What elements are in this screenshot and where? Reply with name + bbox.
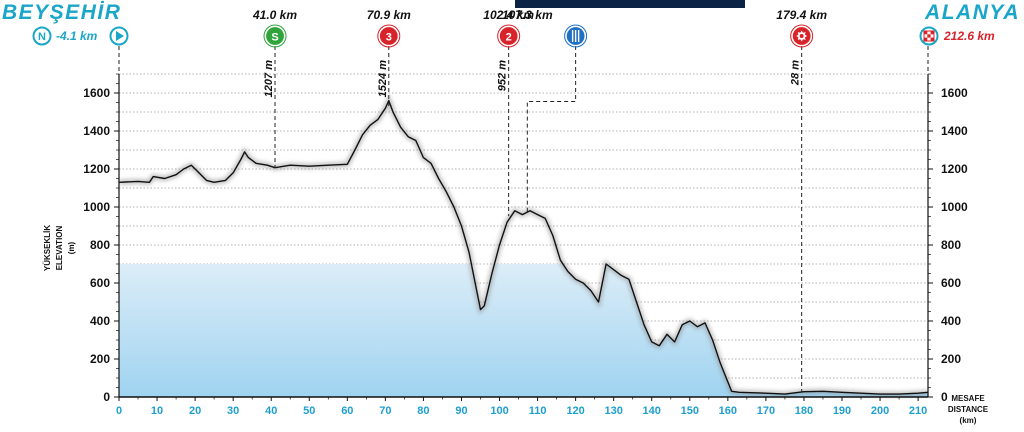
checkpoint-climb: 70.9 km 1524 m 3 <box>367 8 411 108</box>
x-tick-label: 150 <box>681 405 699 417</box>
y-axis-title-line-2: ELEVATION <box>55 225 64 270</box>
y-tick-label-right: 1400 <box>941 124 968 138</box>
y-tick-label-left: 600 <box>90 276 110 290</box>
y-tick-label-left: 1400 <box>83 124 110 138</box>
checkpoint-km-label: 107.3 km <box>502 8 553 22</box>
bonus-burst-center <box>799 34 804 38</box>
checkpoint-climb: 102.4 km 952 m 2 <box>483 8 534 217</box>
x-tick-label: 60 <box>341 405 353 417</box>
sprint-icon-ring <box>263 24 287 48</box>
y-tick-label-right: 800 <box>941 238 961 252</box>
checkpoint-km-label: 70.9 km <box>367 8 411 22</box>
finish-distance: 212.6 km <box>943 29 995 43</box>
finish-city: ALANYA <box>924 1 1020 24</box>
x-tick-label: 110 <box>529 405 547 417</box>
x-tick-label: 40 <box>265 405 277 417</box>
x-tick-label: 190 <box>833 405 851 417</box>
climb-icon-ring <box>377 24 401 48</box>
checkpoint-symbol: 2 <box>506 32 512 44</box>
x-tick-label: 90 <box>455 405 467 417</box>
checkpoint-leader <box>526 46 577 215</box>
start-north-icon: N <box>32 26 52 46</box>
x-tick-label: 100 <box>490 405 508 417</box>
x-tick-label: 130 <box>605 405 623 417</box>
elevation-line <box>118 99 929 395</box>
checkpoint-bonus: 179.4 km 28 m <box>776 8 827 392</box>
x-tick-label: 210 <box>909 405 927 417</box>
y-axis-title-line-1: YÜKSEKLİK <box>43 225 52 271</box>
checkpoints: 41.0 km 1207 m S 70.9 km 1524 m 3 102.4 km 952 … <box>252 8 827 392</box>
checkpoint-elevation-label: 1207 m <box>263 60 275 98</box>
checkpoint-km-label: 179.4 km <box>776 8 827 22</box>
checkpoint-symbol: 3 <box>386 32 392 44</box>
header-strip <box>515 0 745 8</box>
x-tick-label: 70 <box>379 405 391 417</box>
checkpoint-elevation-label: 28 m <box>790 60 802 86</box>
y-tick-label-left: 200 <box>90 352 110 366</box>
y-tick-label-right: 600 <box>941 276 961 290</box>
sprint-icon <box>264 25 286 47</box>
x-tick-label: 140 <box>643 405 661 417</box>
low-elevation-band <box>119 264 928 397</box>
x-tick-label: 80 <box>417 405 429 417</box>
svg-text:N: N <box>38 31 46 43</box>
x-tick-label: 160 <box>719 405 737 417</box>
y-tick-label-right: 0 <box>941 390 948 404</box>
y-axis-title: YÜKSEKLİK ELEVATION (m) <box>43 225 76 271</box>
finish-flag-icon <box>919 26 939 46</box>
x-tick-label: 0 <box>116 405 122 417</box>
start-play-icon <box>109 26 129 46</box>
start-city: BEYŞEHİR <box>2 1 121 24</box>
x-tick-label: 180 <box>795 405 813 417</box>
x-axis-title: MESAFE DISTANCE (km) <box>948 394 989 425</box>
y-axis-title-line-3: (m) <box>67 241 76 254</box>
bonus-icon-ring <box>790 24 814 48</box>
x-tick-label: 20 <box>189 405 201 417</box>
checkpoint-elevation-label: 952 m <box>497 60 509 91</box>
feed-icon-ring <box>564 24 588 48</box>
x-tick-label: 200 <box>871 405 889 417</box>
checkpoint-feed: 107.3 km <box>502 8 588 215</box>
checkpoint-symbol: S <box>271 32 278 44</box>
y-tick-label-right: 1600 <box>941 86 968 100</box>
x-tick-label: 120 <box>566 405 584 417</box>
checkpoint-km-label: 102.4 km <box>483 8 534 22</box>
climb-icon <box>498 25 519 47</box>
y-tick-label-left: 400 <box>90 314 110 328</box>
x-tick-label: 30 <box>227 405 239 417</box>
x-tick-label: 170 <box>757 405 775 417</box>
x-axis-title-line-3: (km) <box>960 416 977 425</box>
y-tick-label-left: 800 <box>90 238 110 252</box>
y-tick-label-right: 1200 <box>941 162 968 176</box>
elevation-fill <box>119 264 928 397</box>
y-tick-label-left: 1600 <box>83 86 110 100</box>
y-tick-label-left: 0 <box>103 390 110 404</box>
climb-icon-ring <box>497 24 521 48</box>
x-axis-title-line-1: MESAFE <box>951 394 985 403</box>
y-tick-label-left: 1200 <box>83 162 110 176</box>
y-tick-label-right: 200 <box>941 352 961 366</box>
y-tick-label-left: 1000 <box>83 200 110 214</box>
x-axis-title-line-2: DISTANCE <box>948 405 989 414</box>
x-tick-label: 10 <box>151 405 163 417</box>
y-tick-label-right: 400 <box>941 314 961 328</box>
climb-icon <box>378 25 399 47</box>
checkpoint-km-label: 41.0 km <box>252 8 297 22</box>
elevation-line-group <box>118 93 929 397</box>
y-tick-label-right: 1000 <box>941 200 968 214</box>
start-offset: -4.1 km <box>56 29 98 43</box>
checkpoint-elevation-label: 1524 m <box>377 60 389 98</box>
x-tick-label: 50 <box>303 405 315 417</box>
checkpoint-sprint: 41.0 km 1207 m S <box>252 8 297 168</box>
